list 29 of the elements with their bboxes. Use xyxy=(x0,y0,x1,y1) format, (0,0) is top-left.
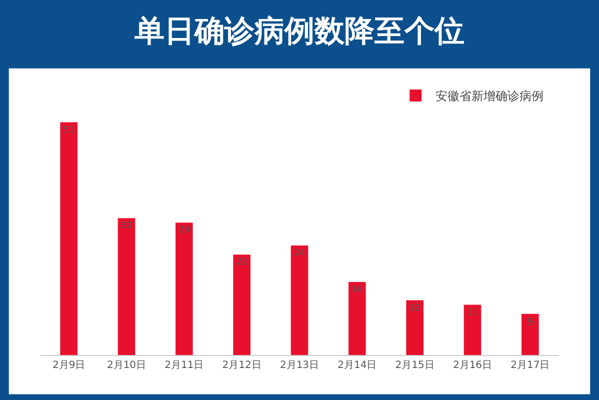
data-label: 51 xyxy=(63,125,74,136)
data-label: 24 xyxy=(294,248,306,259)
data-label: 22 xyxy=(236,258,248,268)
legend-label: 安徽省新增确诊病例 xyxy=(436,89,544,104)
bar xyxy=(118,218,136,355)
data-label: 29 xyxy=(178,226,190,236)
bar xyxy=(348,282,366,355)
x-tick-label: 2月15日 xyxy=(395,360,434,371)
x-tick-label: 2月14日 xyxy=(338,360,377,371)
data-label: 12 xyxy=(409,303,420,314)
data-label: 16 xyxy=(352,285,364,296)
bar xyxy=(522,314,539,355)
x-tick-label: 2月10日 xyxy=(106,360,146,371)
bar xyxy=(176,222,193,355)
x-tick-label: 2月16日 xyxy=(452,360,492,371)
bar xyxy=(60,122,78,355)
bar xyxy=(406,300,424,355)
x-tick-label: 2月9日 xyxy=(52,360,86,371)
x-tick-label: 2月17日 xyxy=(510,360,550,371)
x-tick-label: 2月13日 xyxy=(280,360,320,371)
x-tick-label: 2月12日 xyxy=(222,360,262,371)
bar xyxy=(290,245,308,355)
bar xyxy=(233,254,250,355)
data-label: 9 xyxy=(526,316,534,328)
data-label: 30 xyxy=(120,221,132,232)
data-label: 11 xyxy=(466,308,478,318)
chart-title: 单日确诊病例数降至个位 xyxy=(134,14,464,49)
bar xyxy=(464,304,482,355)
x-tick-label: 2月11日 xyxy=(164,360,204,371)
